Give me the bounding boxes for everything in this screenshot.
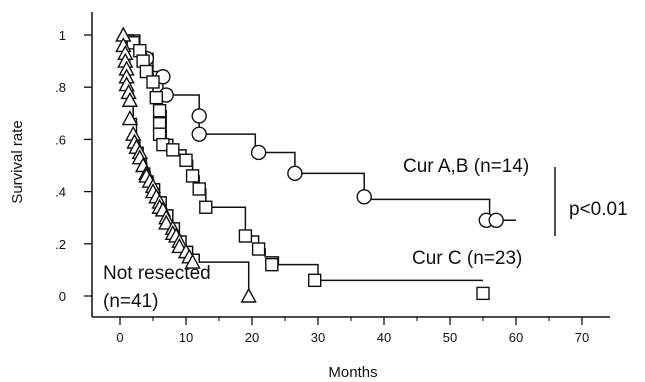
square-marker bbox=[476, 286, 490, 301]
y-tick-label: .8 bbox=[55, 80, 66, 95]
circle-marker bbox=[356, 189, 372, 205]
square-marker bbox=[152, 103, 167, 118]
y-tick-label: .6 bbox=[55, 132, 66, 147]
square-marker bbox=[179, 153, 193, 167]
y-tick-label: 0 bbox=[59, 289, 66, 304]
y-tick-label: .4 bbox=[55, 185, 66, 200]
triangle-marker bbox=[121, 110, 139, 126]
circle-marker bbox=[191, 108, 207, 124]
square-marker bbox=[199, 200, 213, 214]
square-marker bbox=[192, 182, 206, 196]
square-marker bbox=[166, 143, 180, 157]
x-tick-label: 10 bbox=[179, 330, 193, 345]
series-circle bbox=[120, 34, 516, 229]
x-tick-label: 70 bbox=[575, 330, 589, 345]
x-tick-label: 20 bbox=[245, 330, 259, 345]
series-triangle bbox=[115, 26, 257, 303]
square-marker bbox=[146, 75, 160, 89]
circle-marker bbox=[191, 126, 207, 142]
x-tick-label: 40 bbox=[377, 330, 391, 345]
label-not-resected-1: Not resected bbox=[103, 263, 211, 284]
survival-curve-circle bbox=[120, 34, 516, 222]
square-marker bbox=[308, 273, 322, 288]
y-ticks: 0 .2 .4 .6 .8 1 bbox=[55, 28, 92, 304]
circle-marker bbox=[250, 144, 267, 161]
y-tick-label: 1 bbox=[59, 28, 66, 43]
x-tick-label: 50 bbox=[443, 330, 457, 345]
label-cur-ab: Cur A,B (n=14) bbox=[403, 156, 529, 177]
circle-marker bbox=[287, 165, 303, 182]
x-ticks: 0 10 20 30 40 50 60 70 bbox=[116, 317, 589, 345]
x-tick-label: 60 bbox=[509, 330, 523, 345]
x-tick-label: 30 bbox=[311, 330, 325, 345]
x-axis-label: Months bbox=[328, 364, 377, 381]
square-marker bbox=[265, 257, 279, 272]
series-layer bbox=[115, 26, 516, 303]
circle-marker bbox=[488, 212, 504, 229]
triangle-marker bbox=[184, 253, 201, 269]
label-not-resected-2: (n=41) bbox=[103, 291, 158, 312]
label-cur-c: Cur C (n=23) bbox=[412, 248, 522, 269]
square-marker bbox=[251, 242, 266, 256]
square-marker bbox=[185, 169, 200, 183]
series-square bbox=[120, 34, 490, 301]
square-marker bbox=[238, 229, 253, 243]
y-tick-label: .2 bbox=[55, 237, 66, 252]
pvalue-label: p<0.01 bbox=[569, 199, 628, 220]
triangle-marker bbox=[240, 287, 257, 303]
y-axis-label: Survival rate bbox=[9, 120, 26, 203]
square-marker bbox=[149, 90, 164, 105]
x-tick-label: 0 bbox=[116, 330, 123, 345]
triangle-marker bbox=[121, 91, 139, 107]
